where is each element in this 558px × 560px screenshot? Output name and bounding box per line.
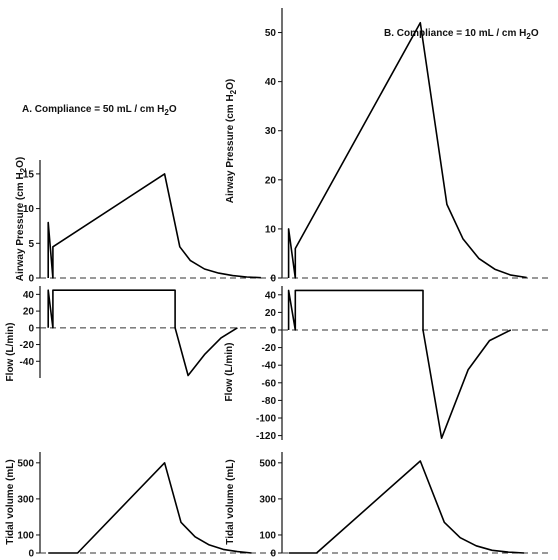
panel-b-pressure-y-label-prefix: Airway Pressure (cm H	[225, 94, 236, 203]
panel-a-flow-y-label: Flow (L/min)	[5, 323, 16, 382]
b-pressure-tick-label: 50	[265, 28, 277, 39]
b-pressure-tick-label: 0	[270, 274, 276, 285]
panel-a-title-suffix: O	[169, 104, 177, 115]
panel-a-pressure-y-label: Airway Pressure (cm H2O)	[15, 157, 28, 282]
b-pressure-tick-label: 30	[265, 126, 277, 137]
a-pressure-tick-label: 0	[28, 274, 34, 285]
panel-a-pressure-y-label-prefix: Airway Pressure (cm H	[15, 172, 26, 281]
b-flow-tick-label: 40	[265, 290, 277, 301]
b-flow-tick-label: -100	[256, 414, 276, 425]
b-pressure-tick-label: 20	[265, 175, 277, 186]
panel-a-volume-plot: Tidal volume (mL) 0 100 300 500	[5, 452, 275, 560]
panel-a-pressure-y-label-subscript: 2	[19, 167, 28, 172]
panel-b-volume-y-label: Tidal volume (mL)	[225, 459, 236, 544]
panel-a-pressure-plot: Airway Pressure (cm H2O) 0 5 10 15	[15, 157, 275, 285]
a-flow-tick-label: -40	[20, 357, 35, 368]
a-flow-tick-label: 0	[28, 323, 34, 334]
a-volume-tick-label: 500	[17, 458, 34, 469]
b-volume-tick-label: 100	[259, 530, 276, 541]
panel-b-pressure-ticks: 0 10 20 30 40 50	[265, 28, 282, 285]
a-volume-tick-label: 300	[17, 494, 34, 505]
panel-a-title: A. Compliance = 50 mL / cm H2O	[22, 104, 177, 117]
a-volume-tick-label: 0	[28, 549, 34, 560]
panel-a-title-prefix: A. Compliance = 50 mL / cm H	[22, 104, 164, 115]
b-flow-tick-label: -20	[262, 343, 277, 354]
b-flow-tick-label: -80	[262, 396, 277, 407]
a-flow-tick-label: 40	[23, 290, 35, 301]
panel-b-volume-ticks: 0 100 300 500	[259, 458, 282, 560]
panel-a-volume-trace	[48, 461, 252, 554]
panel-b-title-subscript: 2	[526, 32, 531, 41]
panel-b-flow-ticks: 40 20 0 -20 -40 -60 -80 -100 -120	[256, 290, 282, 442]
panel-b-flow-plot: Flow (L/min) 40 20 0 -20 -40 -60 -80 -100 -120	[224, 286, 548, 442]
b-volume-tick-label: 300	[259, 494, 276, 505]
b-flow-tick-label: 0	[270, 326, 276, 337]
panel-a-volume-ticks: 0 100 300 500	[17, 458, 40, 560]
panel-a-title-subscript: 2	[164, 108, 169, 117]
b-flow-tick-label: -60	[262, 378, 277, 389]
panel-a-volume-y-label: Tidal volume (mL)	[5, 459, 16, 544]
panel-b-title-prefix: B. Compliance = 10 mL / cm H	[384, 28, 526, 39]
b-volume-tick-label: 0	[270, 549, 276, 560]
panel-a-flow-plot: Flow (L/min) 40 20 0 -20 -40	[5, 286, 275, 381]
panel-b-title-suffix: O	[531, 28, 539, 39]
panel-b-title: B. Compliance = 10 mL / cm H2O	[384, 28, 539, 41]
a-volume-tick-label: 100	[17, 530, 34, 541]
panel-b-flow-y-label: Flow (L/min)	[224, 343, 235, 402]
panel-a-pressure-y-label-suffix: O)	[15, 157, 26, 168]
panel-a-flow-ticks: 40 20 0 -20 -40	[20, 290, 40, 368]
panel-a-flow-trace	[47, 289, 238, 377]
a-pressure-tick-label: 15	[23, 169, 35, 180]
b-flow-tick-label: 20	[265, 308, 277, 319]
b-pressure-tick-label: 40	[265, 77, 277, 88]
a-pressure-tick-label: 5	[28, 239, 34, 250]
panel-b-pressure-y-label: Airway Pressure (cm H2O)	[225, 79, 238, 204]
b-pressure-tick-label: 10	[265, 224, 277, 235]
a-pressure-tick-label: 10	[23, 204, 35, 215]
panel-b-pressure-trace	[287, 21, 527, 279]
panel-a-pressure-ticks: 0 5 10 15	[23, 169, 40, 285]
panel-b-flow-trace	[287, 289, 512, 440]
b-flow-tick-label: -40	[262, 361, 277, 372]
panel-b-volume-trace	[288, 460, 525, 554]
b-flow-tick-label: -120	[256, 431, 276, 442]
a-flow-tick-label: 20	[23, 307, 35, 318]
a-flow-tick-label: -20	[20, 340, 35, 351]
b-volume-tick-label: 500	[259, 458, 276, 469]
panel-b-pressure-y-label-subscript: 2	[229, 89, 238, 94]
panel-b-volume-plot: Tidal volume (mL) 0 100 300 500	[225, 452, 548, 560]
panel-b-pressure-y-label-suffix: O)	[225, 79, 236, 90]
panel-a-pressure-trace	[47, 173, 261, 279]
